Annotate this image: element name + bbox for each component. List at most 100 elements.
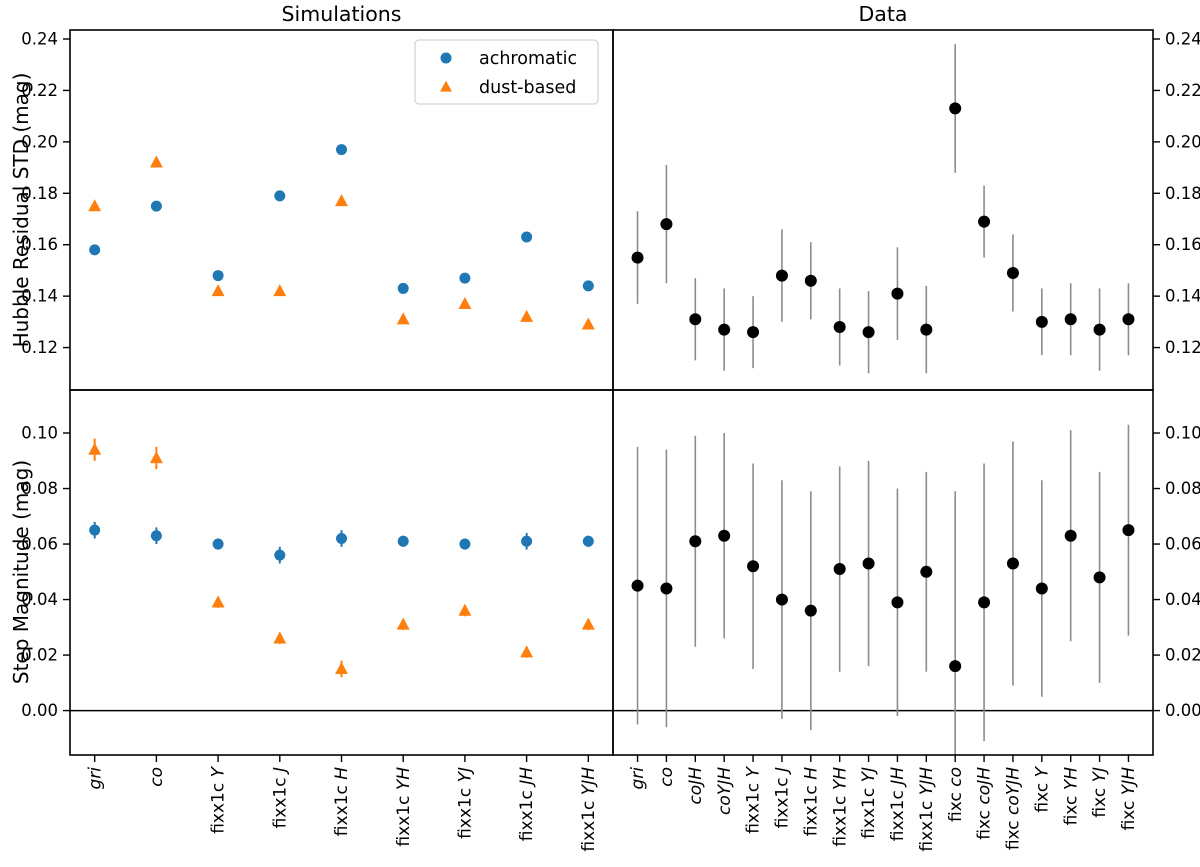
y-tick-label: 0.16: [21, 235, 58, 254]
data-point-achromatic: [397, 282, 409, 294]
x-tick-label: fixc Y: [1032, 765, 1052, 812]
data-point-data: [1064, 529, 1077, 542]
data-point-data: [775, 593, 788, 606]
data-point-data: [1035, 315, 1048, 328]
x-tick-label: fixc YH: [1061, 767, 1081, 826]
y-tick-label: 0.10: [1165, 424, 1200, 443]
data-point-data: [1093, 323, 1106, 336]
data-point-data: [1006, 557, 1019, 570]
data-point-data: [833, 563, 846, 576]
data-point-achromatic: [150, 200, 162, 212]
legend-box: [414, 39, 599, 105]
data-point-data: [660, 582, 673, 595]
data-point-achromatic: [521, 231, 533, 243]
data-point-data: [891, 287, 904, 300]
y-tick-label: 0.16: [1165, 235, 1200, 254]
x-tick-label: co: [657, 767, 677, 787]
x-tick-label: fixx1c Y: [209, 765, 229, 833]
x-tick-label: fixc YJH: [1119, 767, 1139, 831]
data-point-data: [718, 323, 731, 336]
y-tick-label: 0.12: [1165, 338, 1200, 357]
data-point-achromatic: [150, 530, 162, 542]
data-point-data: [1064, 313, 1077, 326]
data-point-dust-based: [211, 595, 225, 608]
data-point-dust-based: [396, 312, 410, 325]
x-tick-label: fixx1c JH: [517, 767, 537, 841]
data-point-data: [689, 535, 702, 548]
data-point-data: [891, 596, 904, 609]
data-point-dust-based: [458, 296, 472, 309]
x-tick-label: fixx1c YJ: [456, 767, 476, 839]
x-tick-label: co: [147, 767, 167, 787]
y-tick-label: 0.14: [1165, 287, 1200, 306]
x-tick-label: fixc co: [946, 767, 966, 822]
y-tick-label: 0.20: [21, 132, 58, 151]
x-tick-label: fixx1c Y: [744, 765, 764, 833]
x-tick-label: fixx1c YJH: [579, 767, 599, 852]
x-tick-label: fixc coJH: [975, 767, 995, 840]
y-tick-label: 0.22: [21, 81, 58, 100]
legend: achromatic dust-based: [414, 39, 599, 105]
data-point-data: [747, 560, 760, 573]
panel-frame: [612, 29, 1154, 391]
data-point-data: [1122, 313, 1135, 326]
panel-data-step-mag: 0.00 0.02 0.04 0.06 0.08 0.10 gri co coJH coYJH fi…: [612, 389, 1200, 852]
y-tick-label: 0.18: [1165, 184, 1200, 203]
data-point-achromatic: [336, 532, 347, 544]
data-point-achromatic: [212, 538, 224, 550]
y-tick-label: 0.02: [21, 646, 58, 665]
y-tick-label: 0.22: [1165, 81, 1200, 100]
data-point-data: [660, 218, 673, 231]
y-tick-label: 0.06: [21, 535, 58, 554]
data-point-dust-based: [273, 284, 287, 297]
panel-frame: [69, 389, 614, 756]
data-point-dust-based: [458, 603, 472, 616]
y-tick-label: 0.00: [1165, 701, 1200, 720]
legend-label: dust-based: [479, 78, 576, 98]
ylabel-step-magnitude: Step Magnitude (mag): [9, 459, 33, 685]
x-tick-label: fixx1c J: [270, 767, 290, 828]
x-tick-label: fixx1c H: [801, 767, 821, 836]
data-point-data: [1093, 571, 1106, 584]
data-point-data: [1035, 582, 1048, 595]
ylabel-hubble-residual-std: Hubble Residual STD (mag): [9, 72, 33, 348]
data-point-data: [631, 579, 644, 592]
data-point-achromatic: [459, 538, 471, 550]
x-tick-label: fixx1c YH: [394, 767, 414, 847]
data-point-dust-based: [88, 442, 102, 455]
data-point-data: [862, 557, 875, 570]
y-tick-label: 0.08: [1165, 479, 1200, 498]
data-point-achromatic: [89, 524, 101, 536]
x-tick-label: gri: [628, 767, 648, 790]
y-tick-label: 0.18: [21, 184, 58, 203]
legend-label: achromatic: [479, 49, 577, 69]
data-point-data: [949, 660, 962, 673]
x-tick-label: fixx1c H: [332, 767, 352, 836]
legend-marker-circle-icon: [440, 52, 452, 64]
legend-marker-triangle-icon: [440, 80, 452, 92]
x-tick-label: fixc coYJH: [1004, 767, 1024, 850]
data-point-data: [1006, 267, 1019, 279]
data-point-data: [978, 215, 991, 228]
y-tick-label: 0.24: [1165, 30, 1200, 49]
y-tick-label: 0.04: [1165, 590, 1200, 609]
panel-data-hubble-std: 0.12 0.14 0.16 0.18 0.20 0.22 0.24: [612, 29, 1200, 391]
y-tick-label: 0.04: [21, 590, 58, 609]
data-point-achromatic: [582, 280, 594, 292]
data-point-dust-based: [335, 662, 348, 675]
x-tick-label: coYJH: [715, 767, 735, 815]
data-point-achromatic: [336, 144, 347, 156]
data-point-dust-based: [335, 194, 348, 207]
x-tick-label: fixx1c JH: [888, 767, 908, 841]
data-point-data: [804, 274, 817, 287]
panel-title-data: Data: [858, 2, 908, 26]
panel-sim-step-mag: 0.00 0.02 0.04 0.06 0.08 0.10 gri co fixx1c Y fix…: [21, 389, 614, 852]
x-tick-label: fixc YJ: [1090, 767, 1110, 818]
data-point-data: [949, 102, 962, 115]
data-point-data: [689, 313, 702, 326]
panel-sim-hubble-std: 0.12 0.14 0.16 0.18 0.20 0.22 0.24 achromatic du…: [21, 29, 614, 391]
y-tick-label: 0.10: [21, 424, 58, 443]
data-point-dust-based: [211, 284, 225, 297]
y-tick-label: 0.24: [21, 30, 58, 49]
